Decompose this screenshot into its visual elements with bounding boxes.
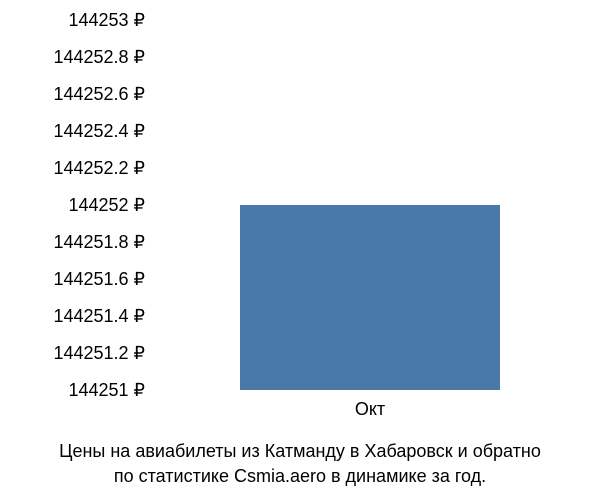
y-tick: 144253 ₽ — [10, 10, 145, 30]
y-tick: 144252.6 ₽ — [10, 84, 145, 104]
price-chart: 144253 ₽ 144252.8 ₽ 144252.6 ₽ 144252.4 … — [10, 20, 590, 410]
x-axis-label: Окт — [150, 399, 590, 420]
chart-caption: Цены на авиабилеты из Катманду в Хабаров… — [0, 439, 600, 488]
y-tick: 144251.6 ₽ — [10, 269, 145, 289]
y-tick: 144251 ₽ — [10, 380, 145, 400]
y-tick: 144251.4 ₽ — [10, 306, 145, 326]
y-tick: 144252.4 ₽ — [10, 121, 145, 141]
y-tick: 144252.8 ₽ — [10, 47, 145, 67]
y-tick: 144252.2 ₽ — [10, 158, 145, 178]
y-tick: 144251.2 ₽ — [10, 343, 145, 363]
y-axis: 144253 ₽ 144252.8 ₽ 144252.6 ₽ 144252.4 … — [10, 20, 145, 390]
caption-line-1: Цены на авиабилеты из Катманду в Хабаров… — [59, 441, 541, 461]
y-tick: 144251.8 ₽ — [10, 232, 145, 252]
plot-area: Окт — [150, 20, 590, 390]
bar-oct — [240, 205, 500, 390]
y-tick: 144252 ₽ — [10, 195, 145, 215]
caption-line-2: по статистике Csmia.aero в динамике за г… — [114, 466, 486, 486]
